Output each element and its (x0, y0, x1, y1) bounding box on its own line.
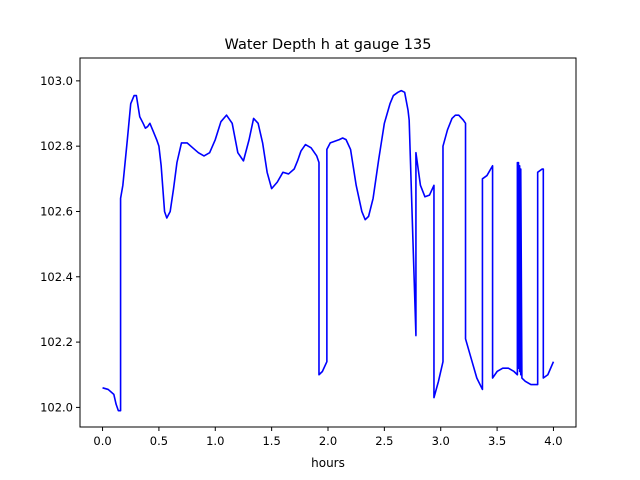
x-axis: 0.0 0.5 1.0 1.5 2.0 2.5 3.0 3.5 4.0 (93, 427, 563, 448)
x-tick-label: 3.5 (488, 434, 506, 448)
y-tick-label: 102.6 (40, 204, 73, 218)
y-tick-label: 102.2 (40, 335, 73, 349)
x-tick-label: 0.0 (93, 434, 111, 448)
x-axis-label: hours (311, 456, 345, 470)
x-tick-label: 0.5 (150, 434, 168, 448)
y-axis: 102.0 102.2 102.4 102.6 102.8 103.0 (40, 74, 80, 414)
x-tick-label: 1.5 (262, 434, 280, 448)
plot-frame (79, 57, 577, 428)
x-tick-label: 1.0 (206, 434, 224, 448)
plot-area (102, 89, 555, 412)
y-tick-label: 102.8 (40, 139, 73, 153)
x-tick-label: 3.0 (432, 434, 450, 448)
y-tick-label: 103.0 (40, 74, 73, 88)
x-tick-label: 4.0 (544, 434, 562, 448)
y-tick-label: 102.4 (40, 270, 73, 284)
series-line (102, 89, 555, 412)
chart-title: Water Depth h at gauge 135 (225, 37, 432, 53)
y-tick-label: 102.0 (40, 400, 73, 414)
x-tick-label: 2.5 (375, 434, 393, 448)
x-tick-label: 2.0 (319, 434, 337, 448)
